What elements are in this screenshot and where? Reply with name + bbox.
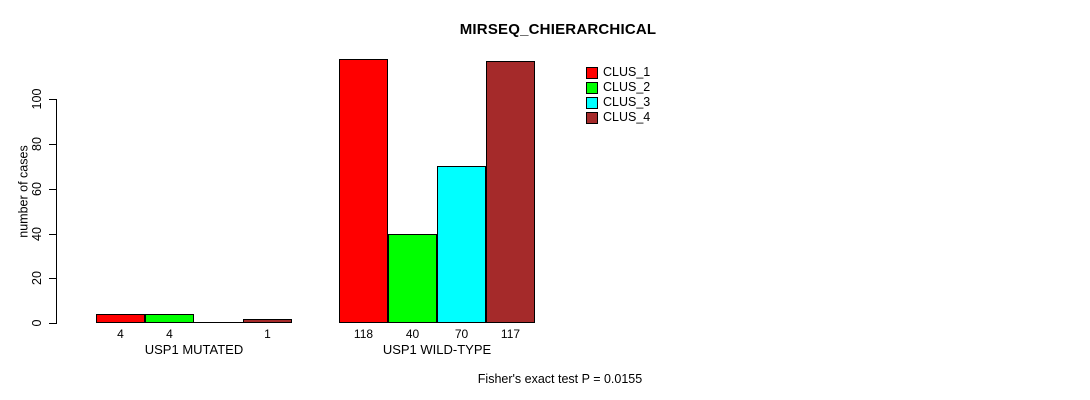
legend-item: CLUS_4 — [586, 110, 650, 125]
bar-value-label: 4 — [117, 327, 124, 341]
legend-swatch-icon — [586, 111, 598, 124]
legend: CLUS_1 CLUS_2 CLUS_3 CLUS_4 — [586, 65, 650, 125]
y-axis-line — [56, 99, 57, 324]
annotation-text: Fisher's exact test P = 0.0155 — [477, 372, 643, 386]
y-axis-tick — [49, 144, 56, 145]
bar-value-label: 118 — [353, 327, 374, 341]
y-tick-label: 100 — [30, 88, 44, 110]
y-tick-label: 60 — [30, 182, 44, 196]
y-axis-tick — [49, 189, 56, 190]
y-tick-label: 40 — [30, 227, 44, 241]
bar-clus-3 — [437, 166, 486, 323]
bar-value-label: 1 — [264, 327, 271, 341]
bar-clus-1 — [339, 59, 388, 323]
legend-label: CLUS_2 — [603, 80, 651, 94]
group-label: USP1 MUTATED — [144, 342, 244, 357]
bar-value-label: 70 — [454, 327, 469, 341]
bar-clus-4 — [243, 319, 292, 323]
bar-clus-4 — [486, 61, 535, 323]
y-tick-label: 20 — [30, 271, 44, 285]
legend-item: CLUS_3 — [586, 95, 650, 110]
y-axis-tick — [49, 323, 56, 324]
legend-label: CLUS_1 — [603, 65, 651, 79]
y-tick-label: 80 — [30, 137, 44, 151]
legend-label: CLUS_3 — [603, 95, 651, 109]
bar-value-label: 4 — [166, 327, 173, 341]
y-axis-tick — [49, 278, 56, 279]
y-axis-tick — [49, 234, 56, 235]
y-tick-label: 0 — [30, 319, 44, 327]
chart-title: MIRSEQ_CHIERARCHICAL — [459, 21, 657, 38]
legend-label: CLUS_4 — [603, 110, 651, 124]
legend-swatch-icon — [586, 66, 598, 79]
bar-clus-1 — [96, 314, 145, 323]
bar-value-label: 117 — [500, 327, 521, 341]
bar-clus-3-zero — [194, 322, 243, 323]
y-axis-tick — [49, 99, 56, 100]
legend-item: CLUS_2 — [586, 80, 650, 95]
legend-swatch-icon — [586, 81, 598, 94]
bar-clus-2 — [388, 234, 437, 323]
legend-swatch-icon — [586, 96, 598, 109]
legend-item: CLUS_1 — [586, 65, 650, 80]
group-label: USP1 WILD-TYPE — [382, 342, 492, 357]
bar-clus-2 — [145, 314, 194, 323]
bar-value-label: 40 — [405, 327, 420, 341]
